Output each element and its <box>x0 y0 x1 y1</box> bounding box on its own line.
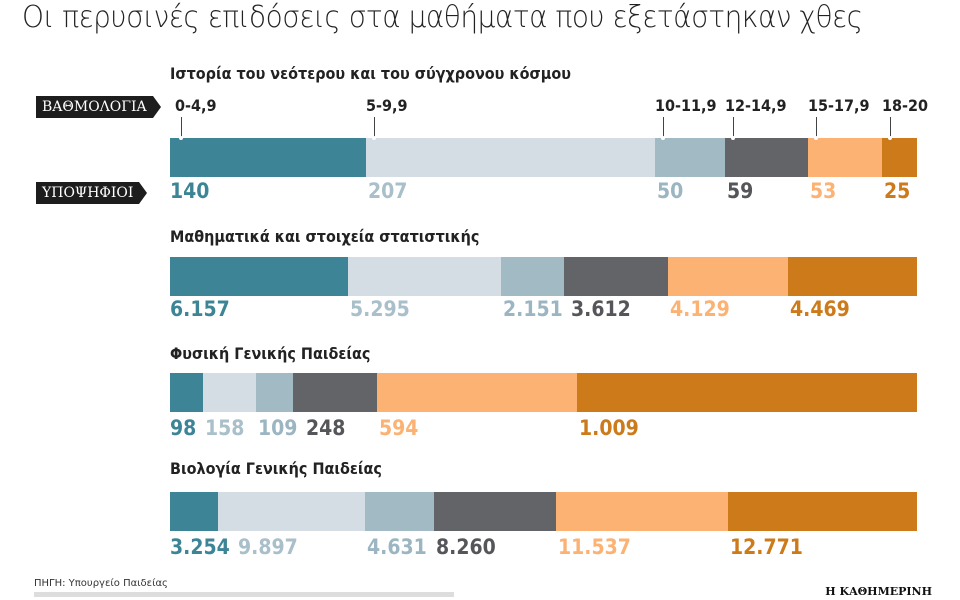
bar-segment <box>576 373 918 412</box>
value-label: 109 <box>258 416 298 440</box>
value-label: 3.612 <box>571 297 631 321</box>
bar-segment <box>365 138 656 177</box>
bar-row <box>170 257 918 296</box>
value-label: 4.469 <box>789 297 850 321</box>
value-label: 3.254 <box>170 535 230 559</box>
value-label: 25 <box>884 179 911 203</box>
bar-segment <box>293 373 378 412</box>
bar-segment <box>218 492 366 531</box>
bar-segment <box>170 257 349 296</box>
range-tick <box>371 117 376 140</box>
grade-range-label: 10-11,9 <box>655 96 717 115</box>
value-label: 53 <box>809 179 837 203</box>
value-label: 1.009 <box>578 416 639 440</box>
bar-segment <box>203 373 257 412</box>
bar-segment <box>563 257 669 296</box>
value-label: 4.129 <box>670 297 730 321</box>
bar-segment <box>365 492 435 531</box>
value-label: 8.260 <box>435 535 496 559</box>
value-label: 594 <box>378 416 419 440</box>
footer-rule <box>34 592 454 597</box>
bar-segment <box>501 257 565 296</box>
bar-row <box>170 138 918 177</box>
subject-heading: Μαθηματικά και στοιχεία στατιστικής <box>170 227 480 246</box>
bar-row <box>170 492 918 531</box>
bar-segment <box>725 138 809 177</box>
bar-row <box>170 373 918 412</box>
value-label: 59 <box>727 179 754 203</box>
page-title: Οι περυσινές επιδόσεις στα μαθήματα που … <box>22 0 863 35</box>
grade-range-label: 0-4,9 <box>175 96 217 115</box>
candidates-tag: ΥΠΟΨΗΦΙΟΙ <box>36 182 148 204</box>
value-label: 50 <box>657 179 684 203</box>
range-tick <box>731 117 736 140</box>
value-label: 12.771 <box>729 535 803 559</box>
value-label: 98 <box>170 416 197 440</box>
value-label: 248 <box>305 416 346 440</box>
grade-range-label: 18-20 <box>882 96 929 115</box>
subject-heading: Βιολογία Γενικής Παιδείας <box>170 459 382 478</box>
value-label: 9.897 <box>237 535 298 559</box>
bar-segment <box>668 257 789 296</box>
bar-segment <box>170 492 219 531</box>
range-tick <box>813 117 818 140</box>
bar-segment <box>256 373 294 412</box>
bar-segment <box>882 138 918 177</box>
subject-heading: Ιστορία του νεότερου και του σύγχρονου κ… <box>170 64 571 83</box>
value-label: 207 <box>367 179 408 203</box>
bar-segment <box>170 373 204 412</box>
grade-range-label: 12-14,9 <box>725 96 787 115</box>
value-label: 11.537 <box>558 535 632 559</box>
source-note: ΠΗΓΗ: Υπουργείο Παιδείας <box>34 578 168 589</box>
bar-segment <box>433 492 557 531</box>
bar-segment <box>170 138 367 177</box>
value-label: 6.157 <box>170 297 230 321</box>
subject-heading: Φυσική Γενικής Παιδείας <box>170 344 371 363</box>
value-label: 158 <box>205 416 245 440</box>
value-label: 5.295 <box>350 297 410 321</box>
bar-segment <box>376 373 578 412</box>
value-label: 4.631 <box>367 535 427 559</box>
grades-tag: ΒΑΘΜΟΛΟΓΙΑ <box>36 96 161 118</box>
bar-segment <box>348 257 502 296</box>
bar-segment <box>807 138 883 177</box>
range-tick <box>179 117 183 140</box>
bar-segment <box>787 257 918 296</box>
bar-segment <box>655 138 726 177</box>
bar-segment <box>556 492 729 531</box>
bar-segment <box>727 492 918 531</box>
range-tick <box>661 117 666 140</box>
range-tick <box>888 117 893 140</box>
value-label: 2.151 <box>503 297 564 321</box>
brand-logo: Η ΚΑΘΗΜΕΡΙΝΗ <box>825 585 932 598</box>
grade-range-label: 15-17,9 <box>807 96 870 115</box>
value-label: 140 <box>170 179 210 203</box>
grade-range-label: 5-9,9 <box>365 96 408 115</box>
